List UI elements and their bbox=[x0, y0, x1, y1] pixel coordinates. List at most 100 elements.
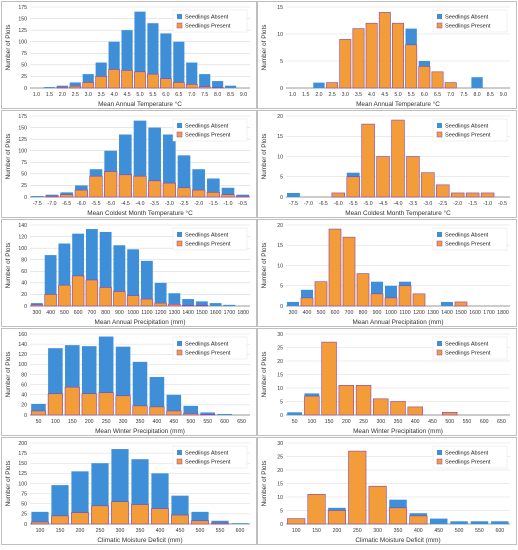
x-tick-label: -2.0 bbox=[453, 201, 462, 207]
legend-swatch-absent bbox=[177, 341, 182, 346]
bar-seedlings-absent bbox=[43, 87, 55, 88]
bar-seedlings-present bbox=[149, 406, 165, 416]
bar-seedlings-present bbox=[407, 406, 423, 416]
y-tick-label: 20 bbox=[277, 359, 283, 365]
legend-label: Seedlings Absent bbox=[445, 124, 489, 130]
x-tick-label: 1700 bbox=[483, 310, 495, 316]
histogram-chart: 0 5 10 15 1.0 1.5 2.0 2.5 3.0 3.5 4.0 4.5 5.0 5.5 6.0 6… bbox=[261, 5, 510, 108]
y-tick-label: 5 bbox=[280, 59, 283, 65]
x-axis-title: Mean Annual Temperature °C bbox=[98, 100, 182, 108]
legend: Seedlings Absent Seedlings Present bbox=[432, 445, 508, 469]
x-tick-label: -3.5 bbox=[408, 201, 417, 207]
x-tick-label: 3.0 bbox=[85, 92, 92, 98]
x-tick-label: 6.5 bbox=[434, 92, 441, 98]
bar-seedlings-present bbox=[480, 192, 495, 198]
y-tick-label: 150 bbox=[18, 125, 27, 131]
bar-seedlings-present bbox=[346, 176, 360, 198]
bar-seedlings-present bbox=[140, 298, 154, 307]
y-tick-label: 20 bbox=[21, 292, 27, 298]
bar-seedlings-present bbox=[412, 293, 426, 307]
y-tick-label: 0 bbox=[280, 304, 283, 310]
y-tick-label: 10 bbox=[277, 263, 283, 269]
y-axis-title: Number of Plots bbox=[261, 25, 268, 71]
legend-swatch-present bbox=[176, 131, 183, 138]
legend-label: Seedlings Absent bbox=[185, 233, 229, 239]
y-axis-title: Number of Plots bbox=[261, 243, 268, 289]
x-tick-label: 600 bbox=[236, 528, 245, 534]
bar-seedlings-present bbox=[31, 521, 49, 525]
legend-swatch-absent bbox=[437, 123, 442, 128]
bar-seedlings-absent bbox=[99, 231, 112, 306]
bar-seedlings-present bbox=[81, 393, 97, 416]
x-tick-label: 1600 bbox=[469, 310, 481, 316]
x-tick-label: -2.5 bbox=[180, 201, 189, 207]
legend: Seedlings Absent Seedlings Present bbox=[172, 445, 248, 469]
y-tick-label: 0 bbox=[24, 522, 27, 528]
y-tick-label: 50 bbox=[21, 502, 27, 508]
y-tick-label: 50 bbox=[21, 63, 27, 69]
bar-seedlings-absent bbox=[154, 282, 167, 306]
x-tick-label: 5.0 bbox=[136, 92, 143, 98]
bar-seedlings-absent bbox=[491, 521, 509, 524]
x-tick-label: 450 bbox=[434, 528, 443, 534]
x-tick-label: -4.5 bbox=[121, 201, 130, 207]
bar-seedlings-present bbox=[342, 236, 356, 307]
x-tick-label: -6.5 bbox=[62, 201, 71, 207]
x-tick-label: 1800 bbox=[237, 310, 249, 316]
legend-box bbox=[172, 227, 248, 251]
x-tick-label: 1300 bbox=[169, 310, 181, 316]
bar-seedlings-absent bbox=[212, 81, 224, 88]
legend-label: Seedlings Present bbox=[445, 460, 491, 466]
y-tick-label: 100 bbox=[18, 362, 27, 368]
x-tick-label: 4.5 bbox=[381, 92, 388, 98]
y-tick-label: 5 bbox=[280, 508, 283, 514]
x-tick-label: 1500 bbox=[455, 310, 467, 316]
bar-seedlings-absent bbox=[177, 155, 191, 197]
x-tick-label: -3.0 bbox=[423, 201, 432, 207]
x-tick-label: 100 bbox=[308, 419, 317, 425]
y-tick-label: 25 bbox=[21, 74, 27, 80]
bar-seedlings-absent bbox=[95, 62, 107, 88]
bar-seedlings-present bbox=[365, 22, 378, 89]
x-tick-label: 3.5 bbox=[98, 92, 105, 98]
x-axis-title: Climatic Moisture Deficit (mm) bbox=[355, 537, 440, 544]
x-tick-label: 1.0 bbox=[289, 92, 296, 98]
bar-seedlings-present bbox=[60, 194, 74, 198]
chart-panel: 0 25 50 75 100 125 150 175 200 100 150 200 250 300 350… bbox=[1, 437, 257, 545]
bar-seedlings-present bbox=[47, 393, 63, 416]
legend-box bbox=[172, 9, 248, 33]
bar-seedlings-absent bbox=[134, 11, 146, 89]
x-tick-label: -5.5 bbox=[92, 201, 101, 207]
x-tick-label: 1600 bbox=[210, 310, 222, 316]
bar-seedlings-present bbox=[115, 395, 131, 416]
bar-seedlings-present bbox=[348, 450, 367, 525]
bar-seedlings-absent bbox=[221, 187, 235, 197]
bar-seedlings-absent bbox=[147, 23, 159, 89]
bar-seedlings-present bbox=[74, 189, 88, 198]
legend-box bbox=[432, 9, 508, 33]
x-tick-label: 7.5 bbox=[460, 92, 467, 98]
x-tick-label: 300 bbox=[119, 419, 128, 425]
x-tick-label: 300 bbox=[289, 310, 298, 316]
y-tick-label: 40 bbox=[21, 393, 27, 399]
y-axis-title: Number of Plots bbox=[5, 243, 12, 289]
y-tick-label: 175 bbox=[18, 451, 27, 457]
y-tick-label: 10 bbox=[277, 154, 283, 160]
chart-panel: 0 20 40 60 80 100 120 140 160 50 100 150 200 250 300 35… bbox=[1, 328, 257, 436]
y-tick-label: 25 bbox=[277, 345, 283, 351]
x-tick-label: 250 bbox=[359, 419, 368, 425]
bar-seedlings-absent bbox=[287, 192, 300, 197]
bar-seedlings-present bbox=[82, 82, 95, 89]
bar-seedlings-present bbox=[287, 518, 306, 525]
bar-seedlings-absent bbox=[121, 30, 133, 88]
bar-seedlings-present bbox=[441, 412, 458, 416]
bar-seedlings-present bbox=[326, 82, 339, 89]
y-tick-label: 0 bbox=[24, 304, 27, 310]
x-tick-label: 50 bbox=[292, 419, 298, 425]
x-tick-label: 300 bbox=[116, 528, 125, 534]
x-tick-label: 7.0 bbox=[188, 92, 195, 98]
x-tick-label: 400 bbox=[303, 310, 312, 316]
x-tick-label: 1300 bbox=[427, 310, 439, 316]
y-tick-label: 160 bbox=[18, 332, 27, 338]
